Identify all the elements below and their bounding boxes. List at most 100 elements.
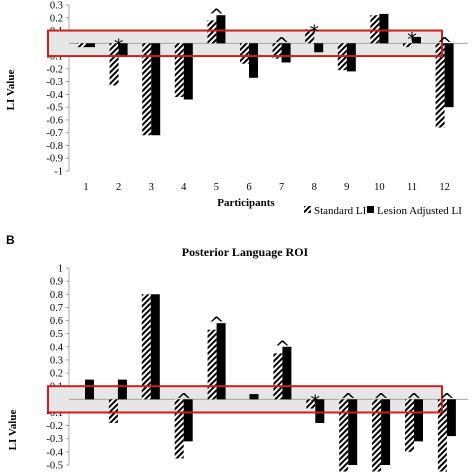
chart-b-y-tick-label: 0.5 — [50, 329, 63, 340]
chart-a-standard-li-bar — [174, 43, 184, 97]
chart-b-caret-annotation: ^ — [406, 389, 422, 411]
chart-b-standard-li-bar — [108, 399, 118, 423]
chart-b-caret-annotation: ^ — [209, 313, 225, 335]
chart-b-caret-annotation: ^ — [340, 389, 356, 411]
chart-a-lesion-adjusted-li-bar — [151, 43, 161, 136]
chart-b-panel-letter: B — [6, 233, 15, 247]
chart-a-lesion-adjusted-li-bar — [118, 43, 128, 57]
chart-b-title: Posterior Language ROI — [182, 245, 309, 259]
chart-b-y-tick-label: 0.8 — [50, 290, 63, 301]
chart-a-y-tick-label: -0.9 — [46, 154, 63, 165]
chart-a-asterisk-annotation: * — [407, 29, 417, 51]
chart-b-caret-annotation: ^ — [274, 337, 290, 359]
chart-a-y-tick-label: -0.4 — [46, 90, 63, 101]
chart-b-standard-li-bar — [141, 294, 151, 400]
chart-a: LI Value Participants Standard LI Lesion… — [5, 1, 468, 217]
chart-b-lesion-adjusted-li-bar — [117, 379, 127, 400]
chart-b-lesion-adjusted-li-bar — [183, 399, 193, 442]
chart-b-lesion-adjusted-li-bar — [150, 294, 160, 400]
chart-a-y-tick-label: -0.8 — [46, 141, 63, 152]
chart-b-standard-li-bar — [273, 353, 283, 400]
chart-a-lesion-adjusted-li-bar — [314, 43, 324, 53]
chart-a-x-tick-label: 9 — [344, 182, 349, 193]
chart-b-y-tick-label: -0.4 — [46, 447, 63, 458]
chart-a-x-tick-label: 6 — [246, 182, 251, 193]
chart-b-standard-li-bar — [437, 399, 447, 472]
chart-a-x-tick-label: 8 — [312, 182, 317, 193]
chart-a-lesion-adjusted-li-bar — [412, 36, 421, 44]
chart-b-standard-li-bar — [372, 399, 382, 472]
chart-a-lesion-adjusted-li-bar — [444, 43, 454, 108]
chart-a-x-tick-label: 4 — [181, 182, 187, 193]
chart-b-asterisk-annotation: * — [311, 391, 321, 413]
chart-b-lesion-adjusted-li-bar — [216, 323, 226, 400]
chart-b-y-tick-label: 0.9 — [50, 277, 63, 288]
legend-standard-label: Standard LI — [314, 205, 367, 217]
chart-a-y-tick-label: -0.6 — [46, 115, 63, 126]
chart-a-lesion-adjusted-li-bar — [249, 43, 258, 78]
chart-a-x-tick-label: 12 — [439, 182, 450, 193]
chart-a-x-tick-label: 3 — [149, 182, 154, 193]
chart-a-lesion-adjusted-li-bar — [346, 43, 356, 72]
chart-a-x-tick-label: 7 — [279, 182, 284, 193]
chart-b-y-tick-label: 0.7 — [50, 303, 63, 314]
chart-a-y-axis-label: LI Value — [5, 70, 17, 111]
chart-a-y-tick-label: 0.2 — [50, 13, 63, 24]
chart-a-asterisk-annotation: * — [114, 35, 124, 57]
chart-a-standard-li-bar — [109, 43, 119, 86]
chart-b-lesion-adjusted-li-bar — [348, 399, 358, 465]
chart-a-standard-li-bar — [272, 43, 282, 59]
chart-b-standard-li-bar — [306, 399, 316, 409]
chart-a-standard-li-bar — [305, 29, 315, 44]
chart-b-y-tick-label: -0.3 — [46, 434, 63, 445]
chart-b-y-axis-label: LI Value — [7, 410, 19, 451]
chart-b-caret-annotation: ^ — [176, 389, 192, 411]
chart-b-y-tick-label: 0.2 — [50, 369, 63, 380]
chart-a-caret-annotation: ^ — [437, 33, 453, 55]
chart-b-lesion-adjusted-li-bar — [446, 399, 456, 437]
chart-a-x-tick-label: 2 — [116, 182, 121, 193]
chart-a-legend: Standard LI Lesion Adjusted LI — [304, 205, 462, 217]
chart-b: B Posterior Language ROI LI Value 1 0.9 0.… — [6, 233, 468, 472]
chart-a-lesion-adjusted-li-bar — [183, 43, 193, 100]
legend-standard-swatch — [304, 206, 311, 213]
chart-a-standard-li-bar — [142, 43, 152, 136]
chart-b-y-tick-label: -0.5 — [46, 461, 63, 472]
chart-a-standard-li-bar — [240, 43, 249, 64]
chart-a-x-tick-label: 10 — [374, 182, 385, 193]
chart-b-caret-annotation: ^ — [439, 389, 455, 411]
chart-a-standard-li-bar — [403, 43, 412, 48]
chart-a-standard-li-bar — [435, 43, 445, 128]
chart-a-caret-annotation: ^ — [274, 33, 290, 55]
chart-a-y-tick-label: -0.5 — [46, 103, 63, 114]
chart-a-highlight-band-outline — [47, 29, 443, 58]
chart-a-y-tick-label: -0.2 — [46, 64, 63, 75]
chart-b-lesion-adjusted-li-bar — [282, 346, 292, 400]
chart-b-y-tick-label: -0.2 — [46, 421, 63, 432]
chart-a-y-tick-label: -1 — [54, 167, 63, 178]
chart-b-lesion-adjusted-li-bar — [315, 399, 325, 423]
chart-a-x-tick-label: 1 — [83, 182, 88, 193]
chart-b-lesion-adjusted-li-bar — [414, 399, 423, 442]
chart-a-lesion-adjusted-li-bar — [216, 15, 226, 44]
chart-a-standard-li-bar — [207, 20, 217, 44]
chart-b-standard-li-bar — [339, 399, 349, 472]
chart-b-y-tick-label: 0.4 — [50, 342, 64, 353]
chart-b-lesion-adjusted-li-bar — [249, 394, 259, 400]
chart-b-standard-li-bar — [174, 399, 184, 459]
chart-a-standard-li-bar — [77, 43, 86, 48]
chart-a-x-tick-label: 11 — [407, 182, 417, 193]
chart-a-y-tick-label: -0.3 — [46, 77, 63, 88]
legend-lesion-label: Lesion Adjusted LI — [377, 205, 462, 217]
chart-a-x-tick-label: 5 — [214, 182, 219, 193]
chart-b-lesion-adjusted-li-bar — [381, 399, 391, 465]
chart-a-lesion-adjusted-li-bar — [86, 43, 95, 48]
chart-b-standard-li-bar — [405, 399, 414, 452]
chart-b-standard-li-bar — [207, 329, 217, 400]
chart-a-caret-annotation: ^ — [208, 5, 224, 27]
chart-a-lesion-adjusted-li-bar — [281, 43, 291, 63]
chart-b-y-tick-label: 0.6 — [50, 316, 63, 327]
chart-b-y-tick-label: 1 — [58, 264, 63, 275]
chart-b-highlight-band-outline — [47, 385, 443, 414]
